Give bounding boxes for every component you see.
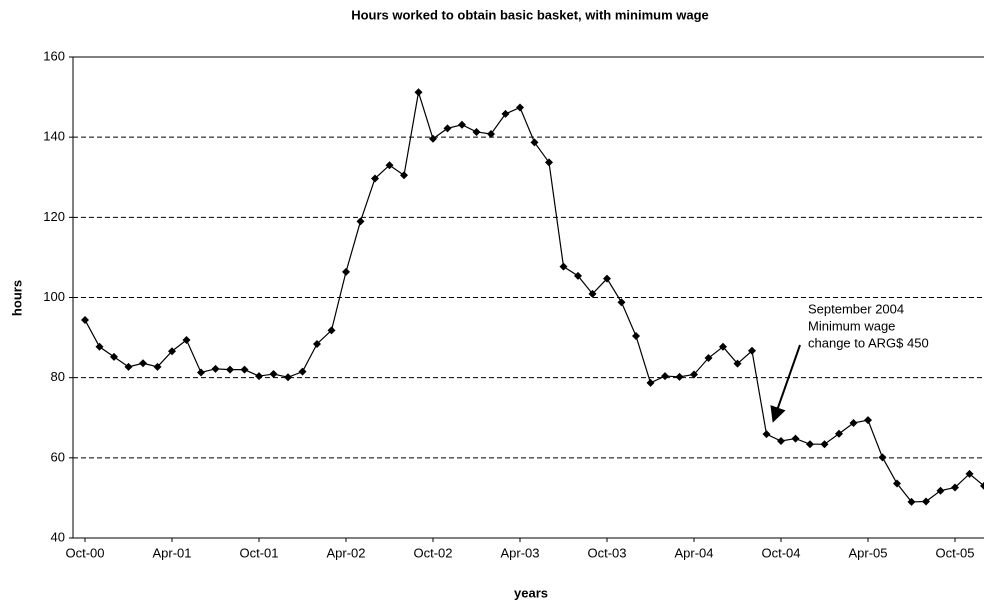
x-tick-label: Oct-00	[65, 545, 104, 560]
y-axis-label: hours	[9, 280, 24, 316]
y-tick-label: 80	[51, 369, 65, 384]
data-point	[661, 372, 669, 381]
data-point	[458, 120, 466, 129]
data-point	[414, 88, 423, 97]
y-tick-label: 120	[43, 209, 65, 224]
data-point	[733, 359, 742, 368]
data-point	[530, 138, 539, 147]
data-point	[168, 347, 176, 356]
chart-title: Hours worked to obtain basic basket, wit…	[351, 7, 709, 22]
data-point	[81, 315, 89, 324]
data-point	[429, 134, 437, 143]
data-point	[313, 339, 321, 348]
data-point	[385, 161, 394, 170]
data-point	[211, 364, 220, 373]
data-point	[182, 335, 191, 344]
data-point	[545, 158, 553, 167]
data-point	[951, 483, 959, 492]
data-point	[371, 174, 379, 183]
data-point	[95, 342, 104, 351]
x-axis-label: years	[514, 585, 548, 600]
data-point	[777, 436, 785, 445]
data-point	[690, 370, 698, 379]
data-point	[153, 362, 162, 371]
x-tick-label: Oct-03	[587, 545, 626, 560]
data-point	[922, 497, 930, 506]
data-point	[806, 440, 814, 449]
data-point	[516, 103, 524, 112]
x-tick-label: Apr-04	[674, 545, 713, 560]
data-point	[197, 368, 205, 377]
data-point	[226, 365, 234, 374]
data-point	[124, 362, 133, 371]
data-point	[878, 453, 887, 462]
data-point	[907, 497, 916, 506]
y-tick-label: 40	[51, 529, 65, 544]
data-point	[980, 481, 984, 490]
data-point	[559, 262, 568, 271]
data-point	[675, 372, 684, 381]
data-point	[110, 352, 118, 361]
annotation-arrow	[770, 344, 801, 423]
y-tick-label: 140	[43, 129, 65, 144]
x-tick-label: Apr-01	[152, 545, 191, 560]
data-point	[298, 367, 307, 376]
data-point	[501, 109, 510, 118]
data-point	[400, 171, 408, 180]
data-point	[936, 486, 945, 495]
data-point	[632, 331, 640, 340]
data-point	[704, 354, 713, 363]
data-point	[443, 124, 452, 133]
y-tick-label: 60	[51, 449, 65, 464]
annotation: change to ARG$ 450	[808, 335, 929, 350]
data-point	[762, 430, 771, 439]
data-point	[487, 129, 495, 138]
x-tick-label: Apr-03	[500, 545, 539, 560]
data-point	[849, 418, 858, 427]
data-point	[603, 274, 611, 283]
annotation: September 2004	[808, 301, 904, 316]
data-point	[472, 127, 481, 136]
x-tick-label: Oct-02	[413, 545, 452, 560]
x-tick-label: Oct-05	[935, 545, 974, 560]
data-point	[255, 372, 263, 381]
data-point	[342, 267, 350, 276]
data-point	[791, 434, 800, 443]
y-tick-label: 100	[43, 289, 65, 304]
data-point	[356, 217, 365, 226]
data-point	[835, 429, 843, 438]
data-point	[646, 378, 655, 387]
annotation: Minimum wage	[808, 318, 895, 333]
data-point	[820, 440, 829, 449]
data-point	[617, 298, 626, 307]
data-point	[240, 365, 249, 374]
data-point	[965, 469, 974, 478]
plot-frame	[72, 56, 984, 539]
data-point	[893, 479, 901, 488]
x-tick-label: Oct-04	[761, 545, 800, 560]
x-tick-label: Oct-01	[239, 545, 278, 560]
data-point	[139, 359, 147, 368]
data-point	[284, 373, 292, 382]
y-tick-label: 160	[43, 48, 65, 63]
data-point	[719, 342, 727, 351]
data-point	[864, 416, 872, 425]
x-tick-label: Apr-02	[326, 545, 365, 560]
data-point	[588, 289, 597, 298]
data-point	[574, 271, 582, 280]
data-point	[269, 370, 278, 379]
x-tick-label: Apr-05	[848, 545, 887, 560]
data-point	[748, 346, 756, 355]
data-point	[327, 326, 336, 335]
